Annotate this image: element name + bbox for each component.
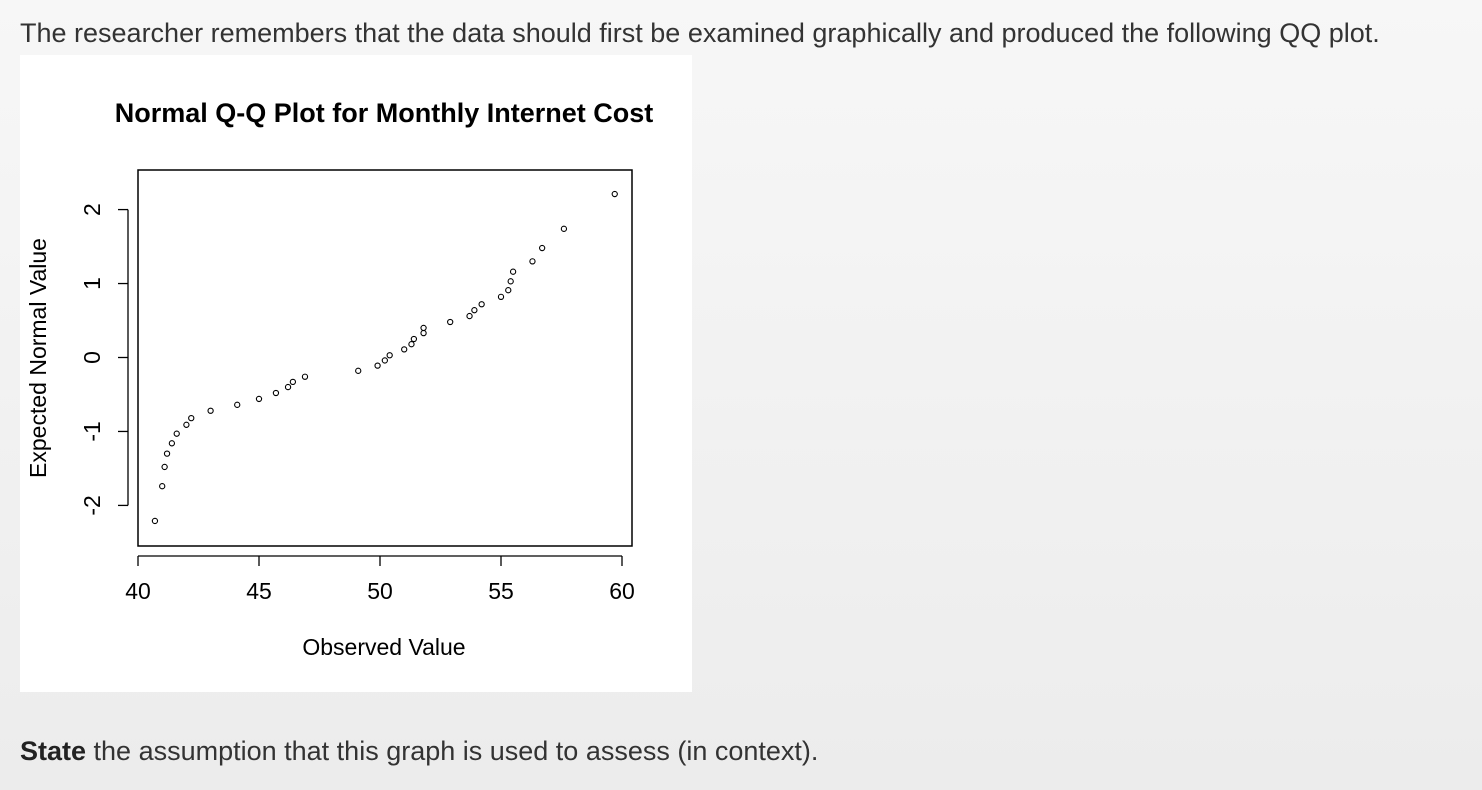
data-point bbox=[381, 357, 388, 364]
x-tick-label: 50 bbox=[367, 578, 393, 604]
data-point bbox=[408, 341, 415, 348]
data-point bbox=[272, 389, 280, 397]
data-point bbox=[560, 225, 568, 232]
qq-plot-panel: Normal Q-Q Plot for Monthly Internet Cos… bbox=[20, 55, 692, 692]
data-point bbox=[161, 463, 168, 471]
data-point bbox=[159, 483, 166, 490]
data-point bbox=[234, 401, 241, 408]
plot-frame bbox=[137, 169, 633, 547]
data-point bbox=[505, 287, 512, 294]
qq-plot: Normal Q-Q Plot for Monthly Internet Cos… bbox=[25, 98, 654, 660]
data-point bbox=[420, 324, 427, 332]
data-point bbox=[538, 244, 546, 252]
data-point bbox=[401, 346, 408, 353]
data-point bbox=[168, 440, 176, 447]
x-axis: 40 45 50 55 60 bbox=[125, 555, 635, 604]
x-tick-label: 55 bbox=[488, 578, 514, 604]
data-points bbox=[151, 190, 618, 525]
y-tick-label: 2 bbox=[79, 203, 105, 216]
x-tick-label: 45 bbox=[246, 578, 272, 604]
data-point bbox=[497, 293, 505, 301]
data-point bbox=[471, 307, 478, 314]
data-point bbox=[255, 395, 263, 403]
data-point bbox=[374, 362, 381, 369]
y-axis-label: Expected Normal Value bbox=[25, 238, 51, 478]
y-tick-label: -1 bbox=[79, 421, 105, 441]
data-point bbox=[163, 450, 171, 457]
y-tick-label: -2 bbox=[79, 495, 105, 515]
chart-title: Normal Q-Q Plot for Monthly Internet Cos… bbox=[115, 98, 654, 128]
question-rest: the assumption that this graph is used t… bbox=[86, 736, 819, 766]
data-point bbox=[173, 430, 180, 437]
data-point bbox=[386, 352, 393, 359]
data-point bbox=[507, 278, 514, 285]
x-tick-label: 40 bbox=[125, 578, 151, 604]
data-point bbox=[301, 373, 309, 380]
data-point bbox=[447, 318, 454, 326]
data-point bbox=[611, 190, 618, 198]
data-point bbox=[420, 329, 427, 337]
question-text: State the assumption that this graph is … bbox=[20, 736, 818, 767]
data-point bbox=[509, 268, 517, 275]
data-point bbox=[183, 421, 190, 428]
question-bold: State bbox=[20, 736, 87, 766]
data-point bbox=[284, 383, 292, 391]
intro-text: The researcher remembers that the data s… bbox=[20, 18, 1380, 48]
y-tick-label: 1 bbox=[79, 277, 105, 290]
data-point bbox=[188, 414, 195, 422]
data-point bbox=[478, 301, 485, 308]
x-axis-label: Observed Value bbox=[302, 634, 465, 660]
data-point bbox=[355, 367, 362, 374]
data-point bbox=[207, 407, 214, 414]
x-tick-label: 60 bbox=[609, 578, 635, 604]
data-point bbox=[529, 258, 536, 265]
data-point bbox=[466, 312, 473, 320]
data-point bbox=[410, 335, 418, 343]
y-axis: -2 -1 0 1 2 bbox=[79, 203, 129, 516]
data-point bbox=[151, 517, 159, 525]
data-point bbox=[289, 378, 297, 386]
y-tick-label: 0 bbox=[79, 351, 105, 364]
